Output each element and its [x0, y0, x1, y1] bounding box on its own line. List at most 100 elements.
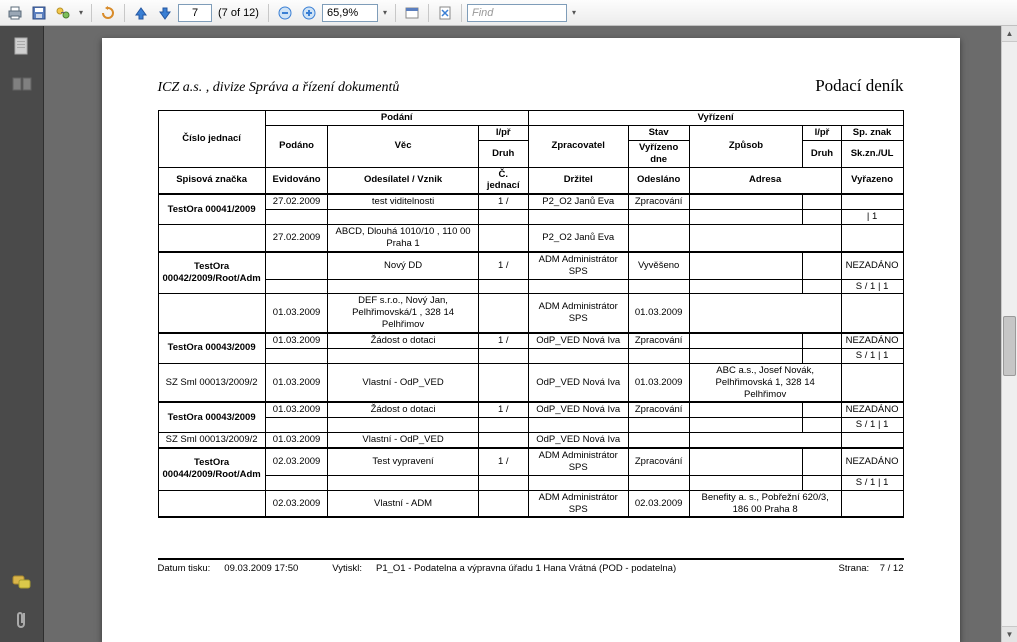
cell	[528, 348, 628, 363]
cell: 1 /	[478, 402, 528, 417]
zoom-in-icon	[302, 6, 316, 20]
cell	[478, 490, 528, 517]
cell-adresa	[689, 294, 841, 333]
find-placeholder: Find	[472, 7, 493, 19]
cell	[528, 475, 628, 490]
cell-cislo-jednaci: TestOra 00044/2009/Root/Adm	[158, 448, 265, 490]
cell: ABCD, Dlouhá 1010/10 , 110 00 Praha 1	[328, 225, 478, 252]
zoom-out-icon	[278, 6, 292, 20]
cell	[265, 475, 328, 490]
print-button[interactable]	[4, 2, 26, 24]
th-skzn: Sk.zn./UL	[841, 140, 903, 167]
document-viewer: ICZ a.s. , divize Správa a řízení dokume…	[44, 26, 1017, 642]
sidebar-bookmarks-button[interactable]	[10, 72, 34, 96]
fit-width-button[interactable]	[401, 2, 423, 24]
cell: Zpracování	[628, 448, 689, 475]
vertical-scrollbar[interactable]: ▲ ▼	[1001, 26, 1017, 642]
comments-icon	[12, 574, 32, 590]
footer-vytiskl: P1_O1 - Podatelna a výpravna úřadu 1 Han…	[376, 563, 676, 574]
cell	[841, 294, 903, 333]
sidebar-attachments-button[interactable]	[10, 608, 34, 632]
export-dropdown[interactable]: ▾	[76, 8, 86, 17]
th-vec: Věc	[328, 125, 478, 167]
th-spznak: Sp. znak	[841, 125, 903, 140]
cell: S / 1 | 1	[841, 279, 903, 294]
prev-page-button[interactable]	[130, 2, 152, 24]
cell: NEZADÁNO	[841, 252, 903, 279]
cell: ADM Administrátor SPS	[528, 490, 628, 517]
cell	[689, 348, 803, 363]
footer-lbl-datum: Datum tisku:	[158, 563, 211, 574]
cell: Žádost o dotaci	[328, 333, 478, 348]
cell	[689, 279, 803, 294]
th-group-podani: Podání	[265, 111, 528, 126]
cell: S / 1 | 1	[841, 475, 903, 490]
attachment-icon	[14, 610, 30, 630]
page-footer: Datum tisku: 09.03.2009 17:50 Vytiskl: P…	[158, 560, 904, 574]
print-icon	[7, 5, 23, 21]
cell: OdP_VED Nová Iva	[528, 333, 628, 348]
cell	[478, 348, 528, 363]
zoom-dropdown[interactable]: ▾	[380, 8, 390, 17]
cell	[689, 448, 803, 475]
cell	[265, 210, 328, 225]
arrow-up-icon	[134, 6, 148, 20]
scroll-up-button[interactable]: ▲	[1002, 26, 1017, 42]
cell: OdP_VED Nová Iva	[528, 363, 628, 402]
page-number-input[interactable]	[178, 4, 212, 22]
cell: Vlastní - OdP_VED	[328, 363, 478, 402]
cell: ADM Administrátor SPS	[528, 252, 628, 279]
find-input[interactable]: Find	[467, 4, 567, 22]
sidebar-comments-button[interactable]	[10, 570, 34, 594]
th-lpr: l/př	[478, 125, 528, 140]
separator	[91, 4, 92, 22]
cell	[803, 194, 841, 209]
cell: 02.03.2009	[628, 490, 689, 517]
cell: P2_O2 Janů Eva	[528, 194, 628, 209]
th-lpr2: l/př	[803, 125, 841, 140]
export-button[interactable]	[52, 2, 74, 24]
cell-cislo-jednaci: TestOra 00041/2009	[158, 194, 265, 224]
separator	[124, 4, 125, 22]
th-druh2: Druh	[803, 140, 841, 167]
fit-page-button[interactable]	[434, 2, 456, 24]
cell	[689, 194, 803, 209]
cell-adresa: Benefity a. s., Pobřežní 620/3, 186 00 P…	[689, 490, 841, 517]
th-vyrazeno: Vyřazeno	[841, 167, 903, 194]
cell: 01.03.2009	[265, 363, 328, 402]
cell: | 1	[841, 210, 903, 225]
zoom-input[interactable]	[322, 4, 378, 22]
cell: 1 /	[478, 448, 528, 475]
cell	[628, 418, 689, 433]
scroll-down-button[interactable]: ▼	[1002, 626, 1017, 642]
zoom-in-button[interactable]	[298, 2, 320, 24]
scroll-thumb[interactable]	[1003, 316, 1016, 376]
fit-page-icon	[437, 5, 453, 21]
cell	[158, 490, 265, 517]
cell	[628, 225, 689, 252]
arrow-down-icon	[158, 6, 172, 20]
next-page-button[interactable]	[154, 2, 176, 24]
cell: S / 1 | 1	[841, 348, 903, 363]
cell	[689, 333, 803, 348]
refresh-button[interactable]	[97, 2, 119, 24]
cell-cislo-jednaci: TestOra 00042/2009/Root/Adm	[158, 252, 265, 294]
cell: 1 /	[478, 333, 528, 348]
th-evidovano: Evidováno	[265, 167, 328, 194]
cell: 01.03.2009	[628, 294, 689, 333]
sidebar-pages-button[interactable]	[10, 34, 34, 58]
cell: OdP_VED Nová Iva	[528, 402, 628, 417]
find-dropdown[interactable]: ▾	[569, 8, 579, 17]
zoom-out-button[interactable]	[274, 2, 296, 24]
cell	[841, 225, 903, 252]
cell	[328, 348, 478, 363]
cell-adresa	[689, 225, 841, 252]
cell: 02.03.2009	[265, 490, 328, 517]
th-odesilatel: Odesílatel / Vznik	[328, 167, 478, 194]
bookmarks-icon	[12, 76, 32, 92]
save-button[interactable]	[28, 2, 50, 24]
cell	[689, 475, 803, 490]
cell	[628, 348, 689, 363]
cell	[158, 225, 265, 252]
cell: ADM Administrátor SPS	[528, 448, 628, 475]
